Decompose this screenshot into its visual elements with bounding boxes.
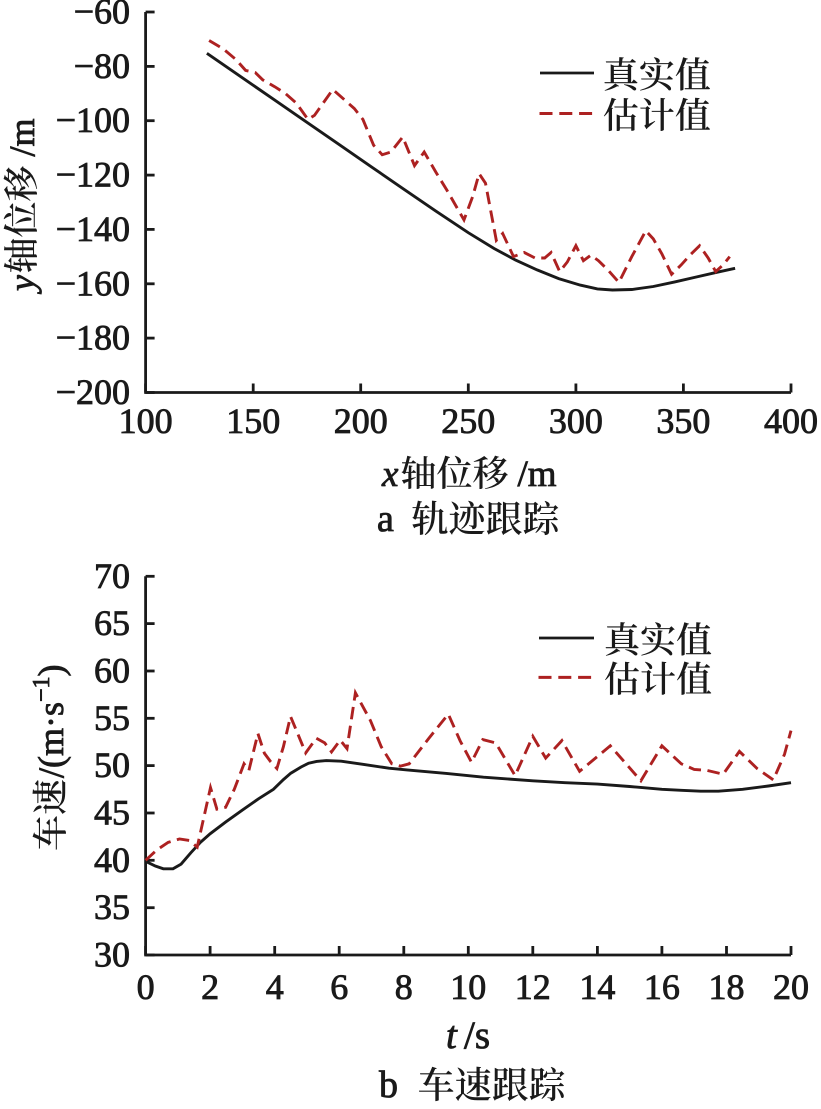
svg-text:200: 200 bbox=[334, 401, 388, 441]
svg-text:60: 60 bbox=[94, 651, 130, 691]
svg-text:−100: −100 bbox=[56, 100, 130, 140]
svg-text:100: 100 bbox=[119, 401, 173, 441]
svg-text:250: 250 bbox=[441, 401, 495, 441]
svg-text:350: 350 bbox=[656, 401, 710, 441]
svg-text:20: 20 bbox=[773, 967, 809, 1007]
svg-text:−160: −160 bbox=[56, 263, 130, 303]
svg-text:18: 18 bbox=[709, 967, 745, 1007]
svg-text:50: 50 bbox=[94, 745, 130, 785]
svg-text:8: 8 bbox=[395, 967, 413, 1007]
svg-text:35: 35 bbox=[94, 887, 130, 927]
svg-text:b: b bbox=[379, 1064, 398, 1104]
svg-text:4: 4 bbox=[266, 967, 284, 1007]
svg-text:55: 55 bbox=[94, 698, 130, 738]
svg-text:16: 16 bbox=[644, 967, 680, 1007]
svg-text:65: 65 bbox=[94, 603, 130, 643]
svg-text:/m: /m bbox=[518, 454, 557, 495]
svg-text:150: 150 bbox=[226, 401, 280, 441]
svg-text:70: 70 bbox=[94, 556, 130, 596]
svg-text:45: 45 bbox=[94, 793, 130, 833]
svg-text:2: 2 bbox=[201, 967, 219, 1007]
svg-text:x: x bbox=[381, 454, 399, 495]
svg-text:−120: −120 bbox=[56, 155, 130, 195]
svg-text:/s: /s bbox=[464, 1014, 490, 1057]
svg-text:−200: −200 bbox=[56, 372, 130, 412]
svg-text:−180: −180 bbox=[56, 318, 130, 358]
svg-text:400: 400 bbox=[764, 401, 818, 441]
svg-text:−60: −60 bbox=[74, 0, 130, 32]
svg-text:/m: /m bbox=[2, 118, 42, 156]
svg-text:14: 14 bbox=[579, 967, 615, 1007]
svg-text:6: 6 bbox=[330, 967, 348, 1007]
svg-text:y: y bbox=[2, 275, 42, 294]
svg-text:30: 30 bbox=[94, 935, 130, 975]
svg-text:−140: −140 bbox=[56, 209, 130, 249]
svg-text:12: 12 bbox=[515, 967, 551, 1007]
svg-text:a: a bbox=[377, 498, 394, 540]
svg-text:−80: −80 bbox=[74, 46, 130, 86]
svg-text:10: 10 bbox=[450, 967, 486, 1007]
svg-text:0: 0 bbox=[137, 967, 155, 1007]
svg-text:/(m·s−1): /(m·s−1) bbox=[29, 664, 71, 778]
svg-text:t: t bbox=[446, 1014, 458, 1057]
svg-text:300: 300 bbox=[549, 401, 603, 441]
svg-text:40: 40 bbox=[94, 840, 130, 880]
